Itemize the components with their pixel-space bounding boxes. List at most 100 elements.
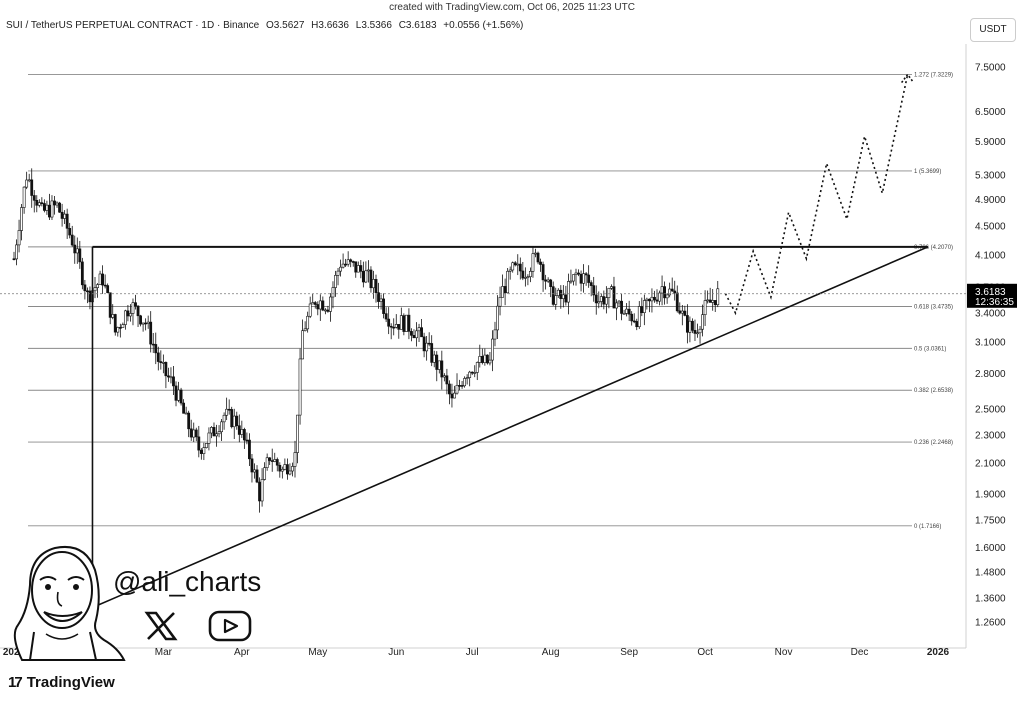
candle-body (440, 360, 444, 378)
candle-body (511, 262, 515, 271)
candle-body (167, 375, 170, 378)
candle-body (303, 328, 307, 332)
candle-body (364, 270, 368, 283)
candle-body (263, 467, 267, 480)
candle-body (650, 296, 654, 302)
candle-body (232, 415, 236, 428)
candle-body (217, 431, 221, 435)
candle-body (516, 263, 520, 266)
candle-body (678, 310, 682, 314)
candle-body (698, 328, 702, 334)
candle-body (131, 302, 135, 314)
candle-body (101, 273, 105, 286)
axes: 7.5000 6.5000 5.9000 5.3000 4.9000 4.5000 4.10… (0, 0, 1017, 658)
candle-body (645, 298, 649, 301)
candle-body (498, 297, 502, 307)
candle-body (301, 330, 304, 360)
candle-body (420, 327, 423, 338)
candle-body (182, 402, 186, 414)
candle-body (313, 302, 317, 305)
candle-body (250, 458, 254, 473)
x-tick-label: 2026 (927, 647, 950, 658)
candle-body (546, 279, 550, 282)
candle-body (35, 200, 39, 206)
candle-body (286, 464, 289, 475)
candle-body (460, 385, 464, 387)
candle-body (351, 261, 355, 263)
x-logo-icon[interactable] (144, 611, 178, 641)
candle-body (691, 320, 694, 331)
x-tick-label: 2025 (3, 647, 26, 658)
candle-body (48, 204, 51, 218)
candle-body (42, 203, 46, 211)
candle-body (280, 468, 284, 472)
candle-body (298, 358, 302, 416)
y-tick-label: 3.4000 (975, 309, 1006, 320)
candle-body (637, 306, 641, 328)
candle-body (544, 279, 548, 282)
candle-body (470, 371, 474, 374)
candle-body (703, 300, 707, 316)
candle-body (144, 322, 148, 325)
candle-body (612, 286, 616, 309)
candle-body (379, 298, 383, 302)
candle-body (549, 279, 553, 287)
candle-body (458, 385, 461, 387)
candle-body (589, 282, 593, 286)
candle-body (554, 295, 558, 305)
tradingview-brand[interactable]: 17 TradingView (8, 674, 115, 691)
x-tick-label: Mar (155, 647, 173, 658)
candle-body (435, 354, 439, 370)
candle-body (20, 207, 23, 231)
fib-label: 0 (1.7166) (914, 524, 941, 530)
youtube-icon[interactable] (208, 610, 252, 642)
candle-body (668, 288, 672, 296)
x-tick-label: Apr (234, 647, 250, 658)
candle-body (622, 313, 626, 315)
symbol-title[interactable]: SUI / TetherUS PERPETUAL CONTRACT · 1D ·… (6, 20, 260, 31)
candle-body (448, 383, 451, 395)
candle-body (336, 270, 340, 276)
candle-body (410, 331, 413, 336)
candle-body (55, 202, 59, 206)
candle-body (149, 321, 153, 345)
y-tick-label: 2.5000 (975, 404, 1006, 415)
y-tick-label: 1.7500 (975, 515, 1006, 526)
candle-body (194, 429, 198, 438)
candle-body (653, 296, 656, 301)
candle-body (93, 287, 97, 292)
currency-button[interactable]: USDT (970, 18, 1016, 42)
y-tick-label: 2.3000 (975, 430, 1006, 441)
candle-body (291, 466, 294, 472)
candle-body (75, 248, 79, 254)
candle-body (80, 261, 84, 286)
candle-body (599, 296, 603, 302)
candle-body (32, 195, 36, 201)
candle-body (445, 375, 449, 385)
candle-body (602, 296, 606, 305)
candle-body (268, 457, 272, 461)
candle-body (151, 343, 155, 346)
x-tick-label: Sep (620, 647, 638, 658)
candle-body (220, 421, 223, 433)
candle-body (561, 294, 565, 299)
y-tick-label: 2.1000 (975, 459, 1006, 470)
candle-body (531, 253, 535, 272)
candle-body (25, 179, 29, 188)
candle-body (526, 276, 530, 279)
candle-body (660, 286, 664, 294)
candle-body (478, 356, 482, 363)
candle-body (339, 266, 342, 272)
candle-body (503, 286, 507, 294)
candle-body (331, 287, 335, 298)
candle-body (574, 272, 578, 275)
candle-body (465, 377, 469, 379)
candle-body (45, 204, 49, 211)
candle-body (270, 460, 274, 462)
candle-body (569, 280, 573, 283)
candle-body (473, 372, 477, 374)
candle-body (235, 415, 239, 427)
candle-body (106, 285, 110, 294)
candle-body (642, 300, 646, 313)
